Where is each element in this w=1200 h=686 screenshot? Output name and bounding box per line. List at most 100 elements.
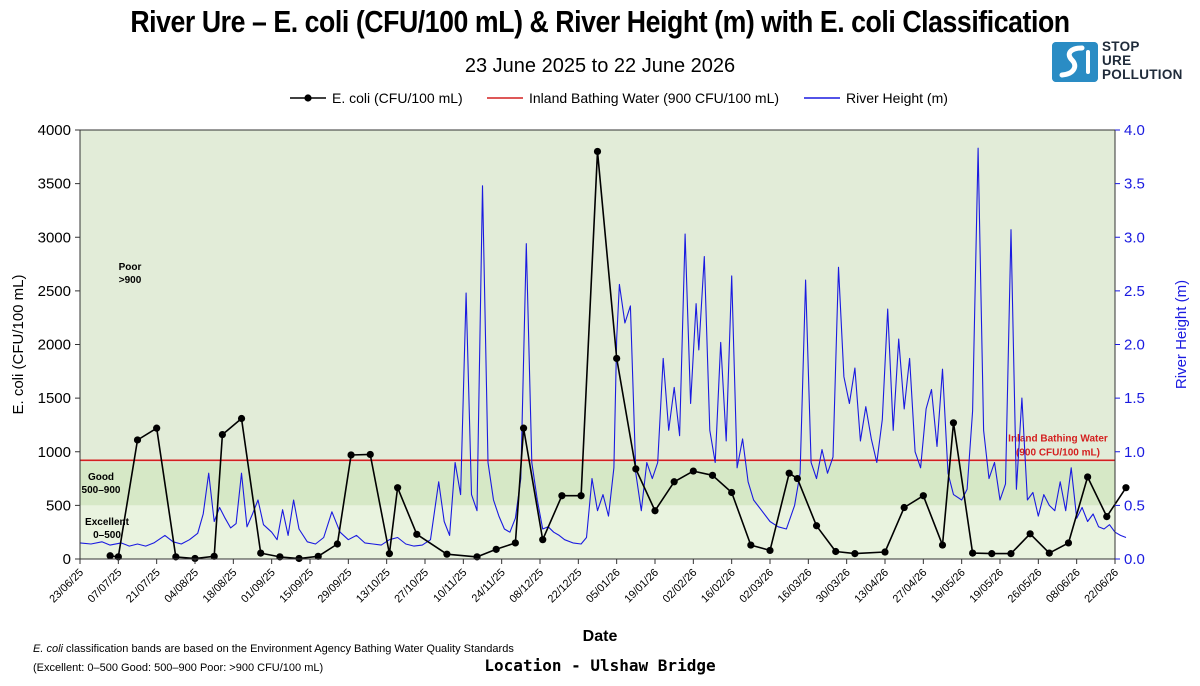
chart-subtitle: 23 June 2025 to 22 June 2026 (464, 55, 736, 77)
ecoli-point (1064, 539, 1073, 547)
ecoli-point (153, 424, 161, 432)
y-right-tick-label: 0.0 (1124, 551, 1145, 568)
y-left-tick-label: 3500 (38, 176, 71, 193)
ecoli-point (133, 436, 142, 444)
ecoli-point (593, 147, 602, 156)
logo-mark-icon (1052, 42, 1098, 82)
x-tick-label: 08/12/25 (507, 567, 546, 606)
footnote-italic: E. coli (33, 643, 63, 655)
y-right-tick-label: 3.5 (1124, 176, 1145, 193)
y-right-tick-label: 0.5 (1124, 497, 1145, 514)
y-right-tick-label: 1.0 (1124, 444, 1145, 461)
legend-ecoli-label: E. coli (CFU/100 mL) (332, 90, 463, 106)
classification-bands (80, 130, 1115, 559)
ecoli-point (237, 414, 246, 423)
band-poor (80, 130, 1115, 463)
ecoli-point (366, 450, 374, 459)
ecoli-point (670, 478, 678, 486)
y-right-tick-label: 2.0 (1124, 337, 1145, 354)
x-tick-label: 16/03/26 (776, 567, 815, 606)
footnote-line2: (Excellent: 0–500 Good: 500–900 Poor: >9… (33, 662, 324, 674)
x-tick-label: 01/09/25 (239, 567, 278, 606)
x-tick-label: 19/05/26 (929, 567, 968, 606)
ecoli-series (106, 147, 1130, 563)
y-left-tick-label: 1500 (38, 390, 71, 407)
y-left-tick-label: 3000 (38, 229, 71, 246)
ecoli-point (651, 507, 659, 515)
stop-ure-pollution-logo: STOP URE POLLUTION (1052, 40, 1194, 86)
band-range-good: 500–900 (82, 485, 121, 496)
ecoli-point (832, 547, 840, 556)
ecoli-point (1026, 530, 1034, 538)
legend-river-height-label: River Height (m) (846, 90, 948, 106)
y-left-tick-label: 1000 (38, 444, 71, 461)
x-tick-label: 18/08/25 (201, 567, 240, 606)
ecoli-point (394, 484, 402, 492)
y-axis-right-label: River Height (m) (1173, 280, 1190, 389)
ecoli-point (919, 492, 927, 500)
ecoli-point (881, 548, 889, 556)
y-left-tick-label: 0 (63, 551, 71, 568)
x-axis-label: Date (583, 628, 618, 645)
ecoli-point (106, 552, 114, 560)
footnote-rest: classification bands are based on the En… (62, 643, 514, 655)
ecoli-point (443, 550, 451, 558)
ecoli-point (1103, 513, 1111, 521)
x-tick-label: 02/02/26 (661, 567, 700, 606)
ecoli-point (385, 550, 394, 558)
x-tick-label: 15/09/25 (277, 567, 316, 606)
ecoli-point (728, 488, 736, 497)
ecoli-point (314, 552, 322, 560)
x-tick-label: 13/04/26 (852, 567, 891, 606)
footnote-line1: E. coli classification bands are based o… (33, 643, 514, 655)
x-tick-label: 21/07/25 (124, 567, 163, 606)
band-range-poor: >900 (119, 275, 142, 286)
ecoli-point (708, 471, 717, 479)
legend-threshold-label: Inland Bathing Water (900 CFU/100 mL) (529, 90, 779, 106)
band-labels: Excellent 0–500 Good 500–900 Poor >900 (82, 262, 142, 541)
ecoli-point (785, 469, 793, 477)
ecoli-point (900, 503, 908, 512)
ecoli-point (851, 550, 859, 558)
ecoli-point (511, 539, 519, 547)
x-tick-label: 04/08/25 (162, 567, 201, 606)
y-left-tick-label: 4000 (38, 122, 71, 139)
chart-title: River Ure – E. coli (CFU/100 mL) & River… (130, 4, 1070, 39)
x-tick-label: 30/03/26 (814, 567, 853, 606)
ecoli-point (257, 549, 265, 557)
x-tick-label: 22/12/25 (546, 567, 585, 606)
y-right-tick-label: 1.5 (1124, 390, 1145, 407)
x-axis: 23/06/25 07/07/25 21/07/25 04/08/25 18/08/25… (47, 559, 1121, 605)
ecoli-point (577, 492, 585, 500)
ecoli-point (938, 541, 947, 549)
x-tick-label: 19/05/26 (967, 567, 1006, 606)
y-axis-right: 0.0 0.5 1.0 1.5 2.0 2.5 3.0 3.5 4.0 (1115, 122, 1145, 568)
ecoli-point (539, 536, 547, 544)
ecoli-point (812, 522, 821, 530)
ecoli-point (1084, 473, 1092, 481)
x-tick-label: 10/11/25 (431, 567, 469, 605)
y-left-tick-label: 2000 (38, 337, 71, 354)
y-right-tick-label: 2.5 (1124, 283, 1145, 300)
ecoli-point (632, 465, 640, 473)
ecoli-point (413, 530, 421, 538)
ecoli-point (969, 549, 977, 557)
ecoli-point (689, 467, 697, 475)
y-axis-left: 0 500 1000 1500 2000 2500 3000 3500 4000 (38, 122, 80, 568)
x-tick-label: 07/07/25 (86, 567, 125, 606)
ecoli-point (295, 554, 303, 563)
x-tick-label: 23/06/25 (47, 567, 86, 606)
y-right-tick-label: 4.0 (1124, 122, 1145, 139)
x-tick-label: 27/10/25 (392, 567, 431, 606)
x-tick-label: 27/04/26 (891, 567, 930, 606)
band-excellent (80, 505, 1115, 559)
y-left-tick-label: 2500 (38, 283, 71, 300)
band-label-poor: Poor (119, 262, 142, 273)
x-tick-label: 02/03/26 (737, 567, 776, 606)
x-tick-label: 24/11/25 (470, 567, 508, 605)
legend: E. coli (CFU/100 mL) Inland Bathing Water… (290, 90, 948, 106)
x-tick-label: 08/06/26 (1044, 567, 1083, 606)
x-tick-label: 13/10/25 (354, 567, 393, 606)
band-range-excellent: 0–500 (93, 530, 121, 541)
